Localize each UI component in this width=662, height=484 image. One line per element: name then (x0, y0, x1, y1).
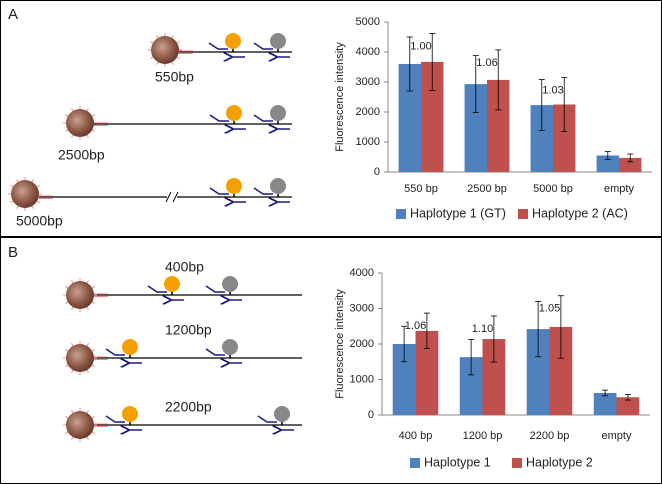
forward-primer (257, 415, 277, 423)
forward-primer (253, 187, 273, 195)
y-tick-label: 3000 (350, 302, 374, 314)
y-tick-label: 0 (374, 166, 380, 178)
fragment-label: 550bp (155, 69, 194, 85)
ratio-label: 1.05 (539, 303, 560, 315)
probe (225, 33, 241, 49)
bar (464, 84, 487, 172)
x-tick-label: 2200 bp (530, 430, 570, 442)
y-axis-title: Fluorescence intensity (334, 289, 346, 399)
legend-label: Haplotype 1 (424, 455, 491, 469)
ratio-label: 1.03 (542, 84, 563, 96)
break-mark (172, 191, 179, 203)
forward-primer (147, 285, 167, 293)
ratio-label: 1.00 (410, 40, 431, 52)
bar (619, 157, 642, 172)
y-tick-label: 0 (368, 409, 374, 421)
panel-label: B (8, 244, 18, 261)
x-tick-label: 1200 bp (463, 430, 503, 442)
y-tick-label: 3000 (356, 76, 380, 88)
legend-swatch (512, 458, 522, 468)
probe (164, 276, 180, 292)
forward-primer (105, 348, 125, 356)
fragment-label: 1200bp (165, 322, 212, 338)
x-tick-label: 5000 bp (533, 183, 573, 195)
bar (415, 330, 439, 415)
x-tick-label: empty (604, 183, 634, 195)
x-tick-label: 400 bp (399, 430, 433, 442)
legend-swatch (410, 458, 420, 468)
ratio-label: 1.06 (476, 57, 497, 69)
legend-swatch (396, 209, 406, 219)
probe (226, 178, 242, 194)
forward-primer (208, 42, 228, 50)
fragment-label: 400bp (165, 259, 204, 275)
forward-primer (209, 187, 229, 195)
bead (66, 281, 94, 309)
bar (421, 61, 444, 172)
panel-label: A (8, 6, 18, 23)
forward-primer (205, 285, 225, 293)
forward-primer (205, 348, 225, 356)
bar (487, 79, 510, 172)
bead (151, 36, 179, 64)
bar (459, 357, 483, 415)
bar (596, 155, 619, 172)
y-tick-label: 4000 (356, 46, 380, 58)
probe (122, 339, 138, 355)
y-tick-label: 2000 (350, 338, 374, 350)
bar (398, 64, 421, 172)
y-tick-label: 1000 (356, 136, 380, 148)
bar (526, 329, 550, 415)
probe (270, 178, 286, 194)
break-mark (165, 191, 172, 203)
fragment-label: 2200bp (165, 399, 212, 415)
bar (549, 326, 573, 415)
bead (66, 109, 94, 137)
forward-primer (253, 114, 273, 122)
fragment-label: 2500bp (58, 147, 105, 163)
bead (66, 344, 94, 372)
probe (222, 276, 238, 292)
y-axis-title: Fluorescence intensity (334, 42, 346, 152)
probe (274, 406, 290, 422)
probe (222, 339, 238, 355)
x-tick-label: empty (602, 430, 632, 442)
legend-label: Haplotype 1 (GT) (410, 206, 506, 220)
bar (392, 344, 416, 415)
y-tick-label: 1000 (350, 373, 374, 385)
probe (270, 105, 286, 121)
ratio-label: 1.06 (405, 320, 426, 332)
probe (270, 33, 286, 49)
probe (226, 105, 242, 121)
x-tick-label: 2500 bp (467, 183, 507, 195)
ratio-label: 1.10 (472, 323, 493, 335)
bar (482, 339, 506, 415)
fragment-label: 5000bp (16, 213, 63, 229)
bar (616, 397, 640, 415)
x-tick-label: 550 bp (404, 183, 438, 195)
legend-swatch (518, 209, 528, 219)
bar (593, 392, 617, 415)
legend-label: Haplotype 2 (AC) (532, 206, 628, 220)
bar (530, 105, 553, 172)
forward-primer (209, 114, 229, 122)
y-tick-label: 2000 (356, 106, 380, 118)
y-tick-label: 4000 (350, 267, 374, 279)
probe (122, 406, 138, 422)
bar (553, 104, 576, 172)
bead (11, 180, 39, 208)
forward-primer (105, 415, 125, 423)
break-gap (167, 191, 177, 203)
legend-label: Haplotype 2 (526, 455, 593, 469)
forward-primer (253, 42, 273, 50)
y-tick-label: 5000 (356, 16, 380, 28)
bead (66, 411, 94, 439)
